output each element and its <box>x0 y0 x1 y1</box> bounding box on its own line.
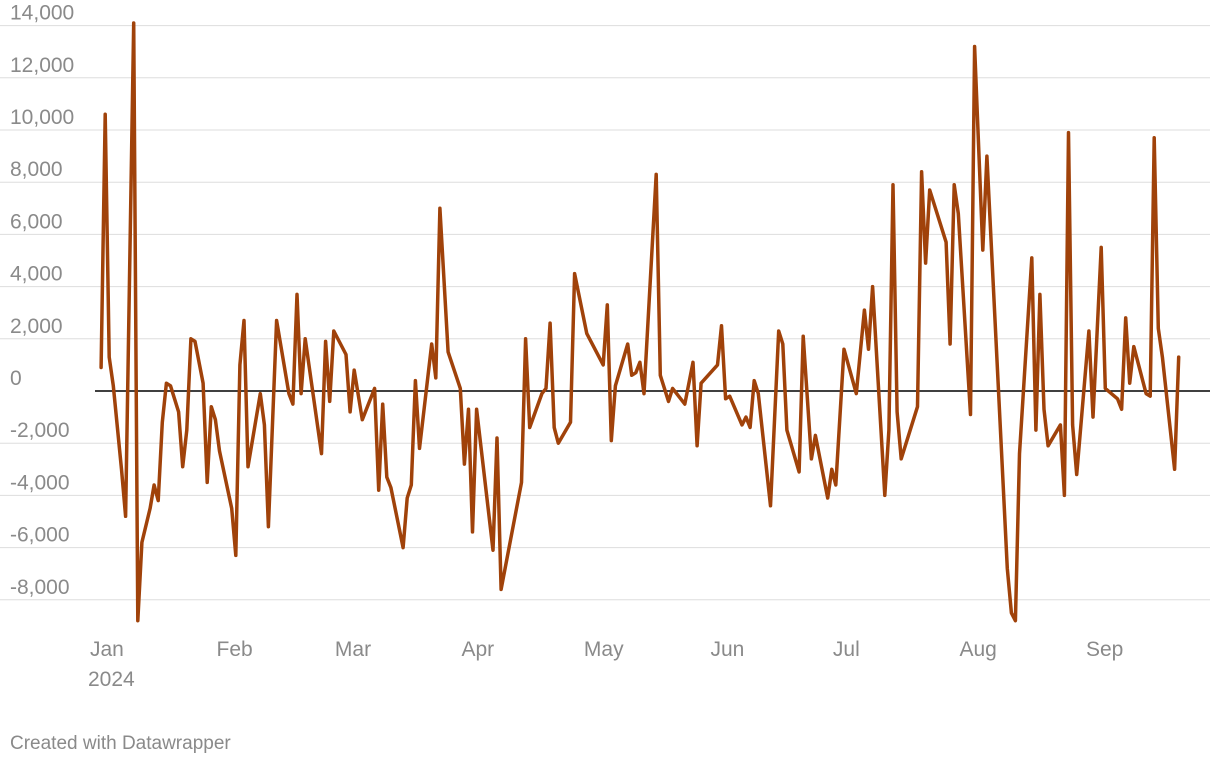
y-tick-label: 0 <box>10 367 22 390</box>
x-tick-sublabel: 2024 <box>88 668 135 691</box>
y-tick-label: -8,000 <box>10 576 70 599</box>
y-tick-label: 14,000 <box>10 2 74 25</box>
y-tick-label: -6,000 <box>10 524 70 547</box>
x-tick-label: Apr <box>461 638 494 661</box>
credit-text: Created with Datawrapper <box>10 733 231 754</box>
x-tick-label: Jul <box>833 638 860 661</box>
line-chart: -8,000 -6,000 -4,000 -2,000 0 2,000 4,000 6,000… <box>0 2 1210 691</box>
series-lines <box>99 21 1181 623</box>
x-tick-label: Mar <box>335 638 371 661</box>
y-tick-label: 10,000 <box>10 106 74 129</box>
y-tick-label: 6,000 <box>10 210 63 233</box>
x-tick-label: Sep <box>1086 638 1123 661</box>
x-tick-label: May <box>584 638 624 661</box>
y-tick-label: 2,000 <box>10 315 63 338</box>
x-tick-label: Jun <box>710 638 744 661</box>
y-tick-label: 8,000 <box>10 158 63 181</box>
y-axis-tick-labels: -8,000 -6,000 -4,000 -2,000 0 2,000 4,000 6,000… <box>10 2 74 599</box>
y-tick-label: 12,000 <box>10 54 74 77</box>
y-tick-label: 4,000 <box>10 263 63 286</box>
x-axis-tick-labels: Jan 2024 Feb Mar Apr May Jun Jul Aug Sep <box>88 638 1123 691</box>
y-tick-label: -4,000 <box>10 471 70 494</box>
y-tick-label: -2,000 <box>10 419 70 442</box>
x-tick-label: Aug <box>959 638 996 661</box>
x-tick-label: Jan <box>90 638 124 661</box>
x-tick-label: Feb <box>217 638 253 661</box>
series-line <box>99 21 1181 623</box>
